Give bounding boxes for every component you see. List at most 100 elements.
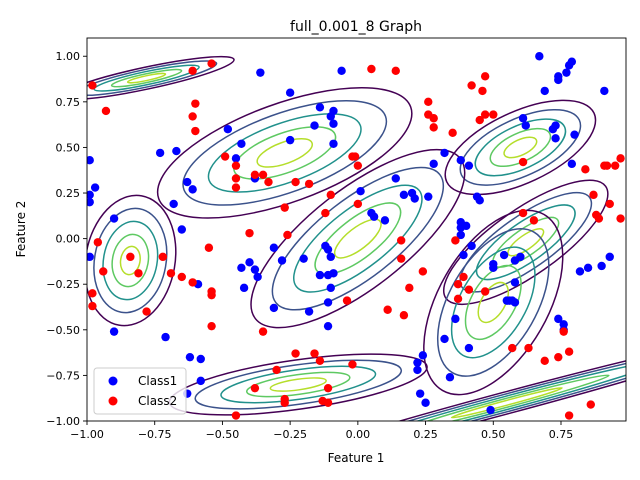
- point-class2: [231, 411, 241, 420]
- point-class2: [586, 400, 595, 409]
- contour-lines: [87, 55, 626, 421]
- y-axis: −1.00 −0.75 −0.50 −0.25 0.00 0.25 0.50 0.75 1.00: [46, 50, 87, 428]
- point-class1: [516, 252, 525, 262]
- point-class2: [418, 267, 428, 276]
- x-tick-label: 0.00: [346, 428, 371, 441]
- point-class1: [510, 298, 520, 307]
- point-class2: [99, 267, 108, 276]
- point-class1: [329, 139, 338, 148]
- contour-line: [111, 233, 150, 288]
- point-class2: [280, 398, 289, 407]
- point-class1: [456, 155, 465, 165]
- point-class2: [207, 321, 216, 331]
- point-class2: [489, 110, 498, 119]
- point-class1: [285, 88, 295, 97]
- point-class2: [475, 115, 484, 125]
- point-class2: [188, 278, 197, 287]
- point-class1: [440, 334, 449, 344]
- contour-line: [126, 72, 167, 84]
- contour-line: [450, 246, 536, 359]
- point-class2: [101, 106, 111, 116]
- y-tick-label: −0.50: [46, 324, 80, 337]
- y-tick-label: 0.50: [56, 141, 81, 154]
- legend: Class1 Class2: [93, 367, 187, 415]
- point-class1: [239, 283, 249, 293]
- point-class1: [518, 114, 528, 123]
- point-class2: [88, 289, 97, 298]
- point-class2: [88, 81, 97, 90]
- point-class1: [418, 351, 428, 360]
- point-class2: [429, 114, 438, 123]
- contour-line: [102, 220, 159, 301]
- point-class1: [451, 314, 460, 324]
- point-class1: [510, 278, 520, 287]
- point-class2: [321, 208, 330, 218]
- point-class1: [277, 256, 287, 265]
- point-class2: [231, 183, 241, 192]
- point-class1: [231, 154, 241, 163]
- point-class2: [429, 123, 438, 132]
- point-class2: [166, 269, 176, 278]
- point-class2: [453, 280, 463, 289]
- point-class2: [264, 177, 273, 187]
- point-class1: [169, 199, 178, 209]
- scatter-points: [87, 52, 625, 420]
- point-class1: [356, 187, 365, 196]
- point-class2: [291, 349, 300, 358]
- point-class2: [323, 398, 333, 407]
- contour-line: [444, 99, 597, 196]
- point-class1: [223, 124, 233, 134]
- point-class1: [440, 148, 449, 158]
- point-class1: [285, 135, 295, 145]
- point-class1: [583, 263, 593, 272]
- point-class1: [245, 258, 254, 267]
- contour-line: [269, 377, 327, 392]
- contour-line: [87, 55, 235, 101]
- y-tick-label: 1.00: [56, 50, 81, 63]
- point-class1: [237, 139, 246, 148]
- contour-line: [507, 228, 545, 257]
- y-axis-label: Feature 2: [14, 201, 28, 258]
- point-class1: [456, 230, 465, 240]
- point-class1: [87, 252, 94, 262]
- point-class2: [353, 161, 363, 170]
- point-class1: [109, 214, 119, 223]
- point-class1: [535, 52, 544, 61]
- point-class1: [185, 352, 195, 362]
- point-class1: [253, 272, 262, 282]
- contour-line: [292, 184, 423, 293]
- contour-line: [333, 218, 382, 259]
- contour-line: [464, 264, 522, 341]
- chart-title: full_0.001_8 Graph: [290, 19, 422, 35]
- point-class2: [453, 294, 463, 304]
- point-class1: [256, 68, 265, 77]
- point-class2: [383, 305, 392, 314]
- contour-line: [477, 281, 510, 324]
- point-class2: [353, 199, 363, 209]
- point-class1: [196, 354, 205, 364]
- point-class2: [134, 269, 143, 278]
- x-tick-label: −1.00: [70, 428, 104, 441]
- x-axis-label: Feature 1: [328, 451, 385, 465]
- contour-line: [404, 374, 610, 421]
- point-class2: [391, 66, 400, 76]
- point-class2: [207, 290, 216, 300]
- point-class2: [605, 199, 614, 209]
- contour-line: [301, 346, 626, 421]
- point-class2: [518, 208, 528, 218]
- point-class1: [326, 283, 335, 293]
- point-class1: [562, 68, 571, 77]
- contour-line: [271, 166, 445, 311]
- contour-line: [436, 228, 550, 377]
- point-class1: [575, 267, 585, 276]
- point-class1: [415, 389, 425, 398]
- contour-line: [353, 360, 626, 421]
- contour-line: [314, 202, 402, 275]
- point-class1: [299, 254, 308, 263]
- contour-line: [459, 191, 593, 293]
- x-tick-label: −0.50: [206, 428, 240, 441]
- point-class2: [451, 236, 460, 245]
- point-class1: [554, 75, 563, 85]
- contour-line: [233, 126, 337, 180]
